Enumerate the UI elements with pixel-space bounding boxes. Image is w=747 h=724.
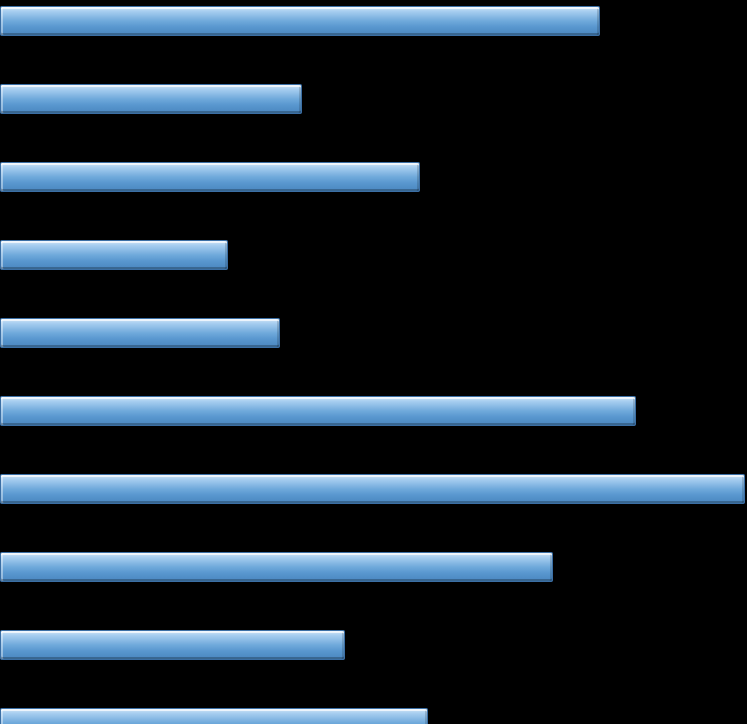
- bar-3: [0, 240, 228, 270]
- bar-0: [0, 6, 600, 36]
- bar-9: [0, 708, 428, 724]
- bar-2: [0, 162, 420, 192]
- bar-6: [0, 474, 745, 504]
- bar-1: [0, 84, 302, 114]
- bar-4: [0, 318, 280, 348]
- bar-8: [0, 630, 345, 660]
- horizontal-bar-chart: [0, 0, 747, 724]
- bar-7: [0, 552, 553, 582]
- bar-5: [0, 396, 636, 426]
